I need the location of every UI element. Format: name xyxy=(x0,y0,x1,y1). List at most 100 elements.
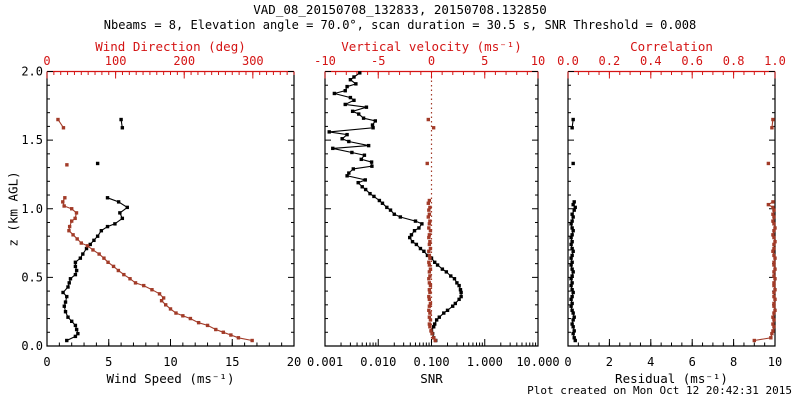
wind-speed-marker xyxy=(105,224,110,229)
vertical-velocity-marker xyxy=(428,283,433,288)
snr-profile-line xyxy=(329,72,462,341)
vertical-velocity-marker xyxy=(426,215,431,219)
residual-marker xyxy=(572,336,576,340)
snr-profile-marker xyxy=(362,153,367,157)
wind-direction-marker xyxy=(61,126,66,130)
wind-speed-marker xyxy=(81,252,85,256)
correlation-marker xyxy=(771,219,775,223)
x-tick-label: 10.000 xyxy=(516,355,559,369)
residual-marker xyxy=(570,126,574,130)
vertical-velocity-marker xyxy=(428,290,432,295)
snr-profile-marker xyxy=(453,301,458,306)
wind-direction-marker xyxy=(168,307,173,311)
snr-profile-marker xyxy=(373,119,377,123)
wind-direction-line xyxy=(62,197,253,342)
vertical-velocity-marker xyxy=(428,318,433,322)
vertical-velocity-marker xyxy=(427,294,431,299)
x-top-tick-label: 100 xyxy=(105,54,127,68)
wind-direction-marker xyxy=(75,237,79,241)
vertical-velocity-marker xyxy=(427,235,431,240)
vertical-velocity-marker xyxy=(427,226,431,230)
wind-speed-marker xyxy=(92,238,96,243)
wind-speed-marker xyxy=(65,338,69,343)
correlation-marker xyxy=(772,263,776,267)
vertical-velocity-marker xyxy=(428,256,432,260)
correlation-marker xyxy=(772,246,776,251)
vertical-velocity-series xyxy=(425,117,437,343)
snr-profile-marker xyxy=(440,267,445,271)
snr-profile-marker xyxy=(433,322,437,326)
vertical-velocity-marker xyxy=(427,315,432,319)
snr-profile-series xyxy=(327,71,463,343)
residual-marker xyxy=(571,331,575,336)
vertical-velocity-marker xyxy=(427,263,432,267)
wind-speed-marker xyxy=(73,264,78,269)
snr-profile-marker xyxy=(352,75,356,79)
creation-timestamp: Plot created on Mon Oct 12 20:42:31 2015 xyxy=(527,384,792,397)
snr-profile-marker xyxy=(437,315,441,319)
wind-speed-marker xyxy=(73,334,78,339)
snr-profile-marker xyxy=(356,180,360,185)
snr-profile-marker xyxy=(359,157,363,162)
snr-profile-marker xyxy=(414,242,419,247)
correlation-marker xyxy=(773,226,777,230)
residual-marker xyxy=(569,277,573,281)
wind-direction-marker xyxy=(61,200,65,204)
snr-panel: 0.001 0.010 0.100 1.000 10.000 -10 -5 0 5 10 SNR Ve… xyxy=(307,39,560,386)
snr-profile-marker xyxy=(347,171,351,175)
vertical-velocity-marker xyxy=(428,239,432,244)
snr-profile-marker xyxy=(357,112,361,116)
snr-profile-marker xyxy=(392,212,396,216)
vertical-velocity-marker xyxy=(427,208,431,212)
x-tick-label: 0 xyxy=(43,355,50,369)
wind-direction-marker xyxy=(106,260,110,264)
x-tick-label: 0.100 xyxy=(413,355,449,369)
wind-speed-series xyxy=(61,117,129,343)
snr-profile-marker xyxy=(350,109,355,114)
correlation-marker xyxy=(772,253,776,258)
residual-panel: 0 2 4 6 8 10 0.0 0.2 0.4 0.6 0.8 1.0 Residual (ms⁻¹)… xyxy=(557,39,786,386)
wind-direction-marker xyxy=(250,338,254,343)
wind-speed-marker xyxy=(95,161,100,166)
wind-direction-marker xyxy=(70,207,74,211)
snr-profile-marker xyxy=(459,290,463,295)
vertical-velocity-marker xyxy=(427,281,432,285)
wind-direction-marker xyxy=(163,303,168,307)
snr-profile-marker xyxy=(455,281,459,285)
plot-subtitle: Nbeams = 8, Elevation angle = 70.0°, sca… xyxy=(103,18,697,32)
snr-profile-marker xyxy=(345,84,349,89)
snr-profile-marker xyxy=(435,263,440,267)
snr-profile-marker xyxy=(452,277,457,281)
residual-marker xyxy=(570,253,574,258)
vertical-velocity-marker xyxy=(428,246,433,251)
x-tick-label: 5 xyxy=(105,355,112,369)
wind-direction-marker xyxy=(142,283,146,288)
residual-marker xyxy=(570,267,574,271)
snr-profile-marker xyxy=(412,229,417,233)
residual-marker xyxy=(571,311,575,315)
residual-marker xyxy=(570,301,574,306)
snr-profile-marker xyxy=(458,288,463,292)
snr-profile-marker xyxy=(371,126,375,130)
wind-direction-marker xyxy=(229,333,233,337)
residual-marker xyxy=(569,235,573,240)
snr-profile-marker xyxy=(385,205,389,210)
residual-marker xyxy=(570,288,574,292)
x-axis-label: Residual (ms⁻¹) xyxy=(615,371,728,386)
snr-profile-marker xyxy=(361,116,366,120)
residual-marker xyxy=(571,290,575,295)
residual-marker xyxy=(573,338,577,343)
wind-direction-marker xyxy=(74,211,79,215)
wind-speed-marker xyxy=(74,268,79,273)
residual-marker xyxy=(569,283,573,288)
snr-profile-marker xyxy=(457,283,461,288)
y-tick-label: 0.0 xyxy=(21,339,43,353)
correlation-marker xyxy=(772,283,776,288)
x-tick-label: 2 xyxy=(606,355,613,369)
wind-direction-marker xyxy=(63,196,67,200)
correlation-marker xyxy=(771,315,775,319)
snr-profile-marker xyxy=(425,253,430,258)
x-top-tick-label: 5 xyxy=(481,54,488,68)
